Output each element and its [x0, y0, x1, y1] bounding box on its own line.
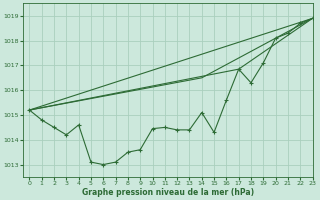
X-axis label: Graphe pression niveau de la mer (hPa): Graphe pression niveau de la mer (hPa) [82, 188, 254, 197]
